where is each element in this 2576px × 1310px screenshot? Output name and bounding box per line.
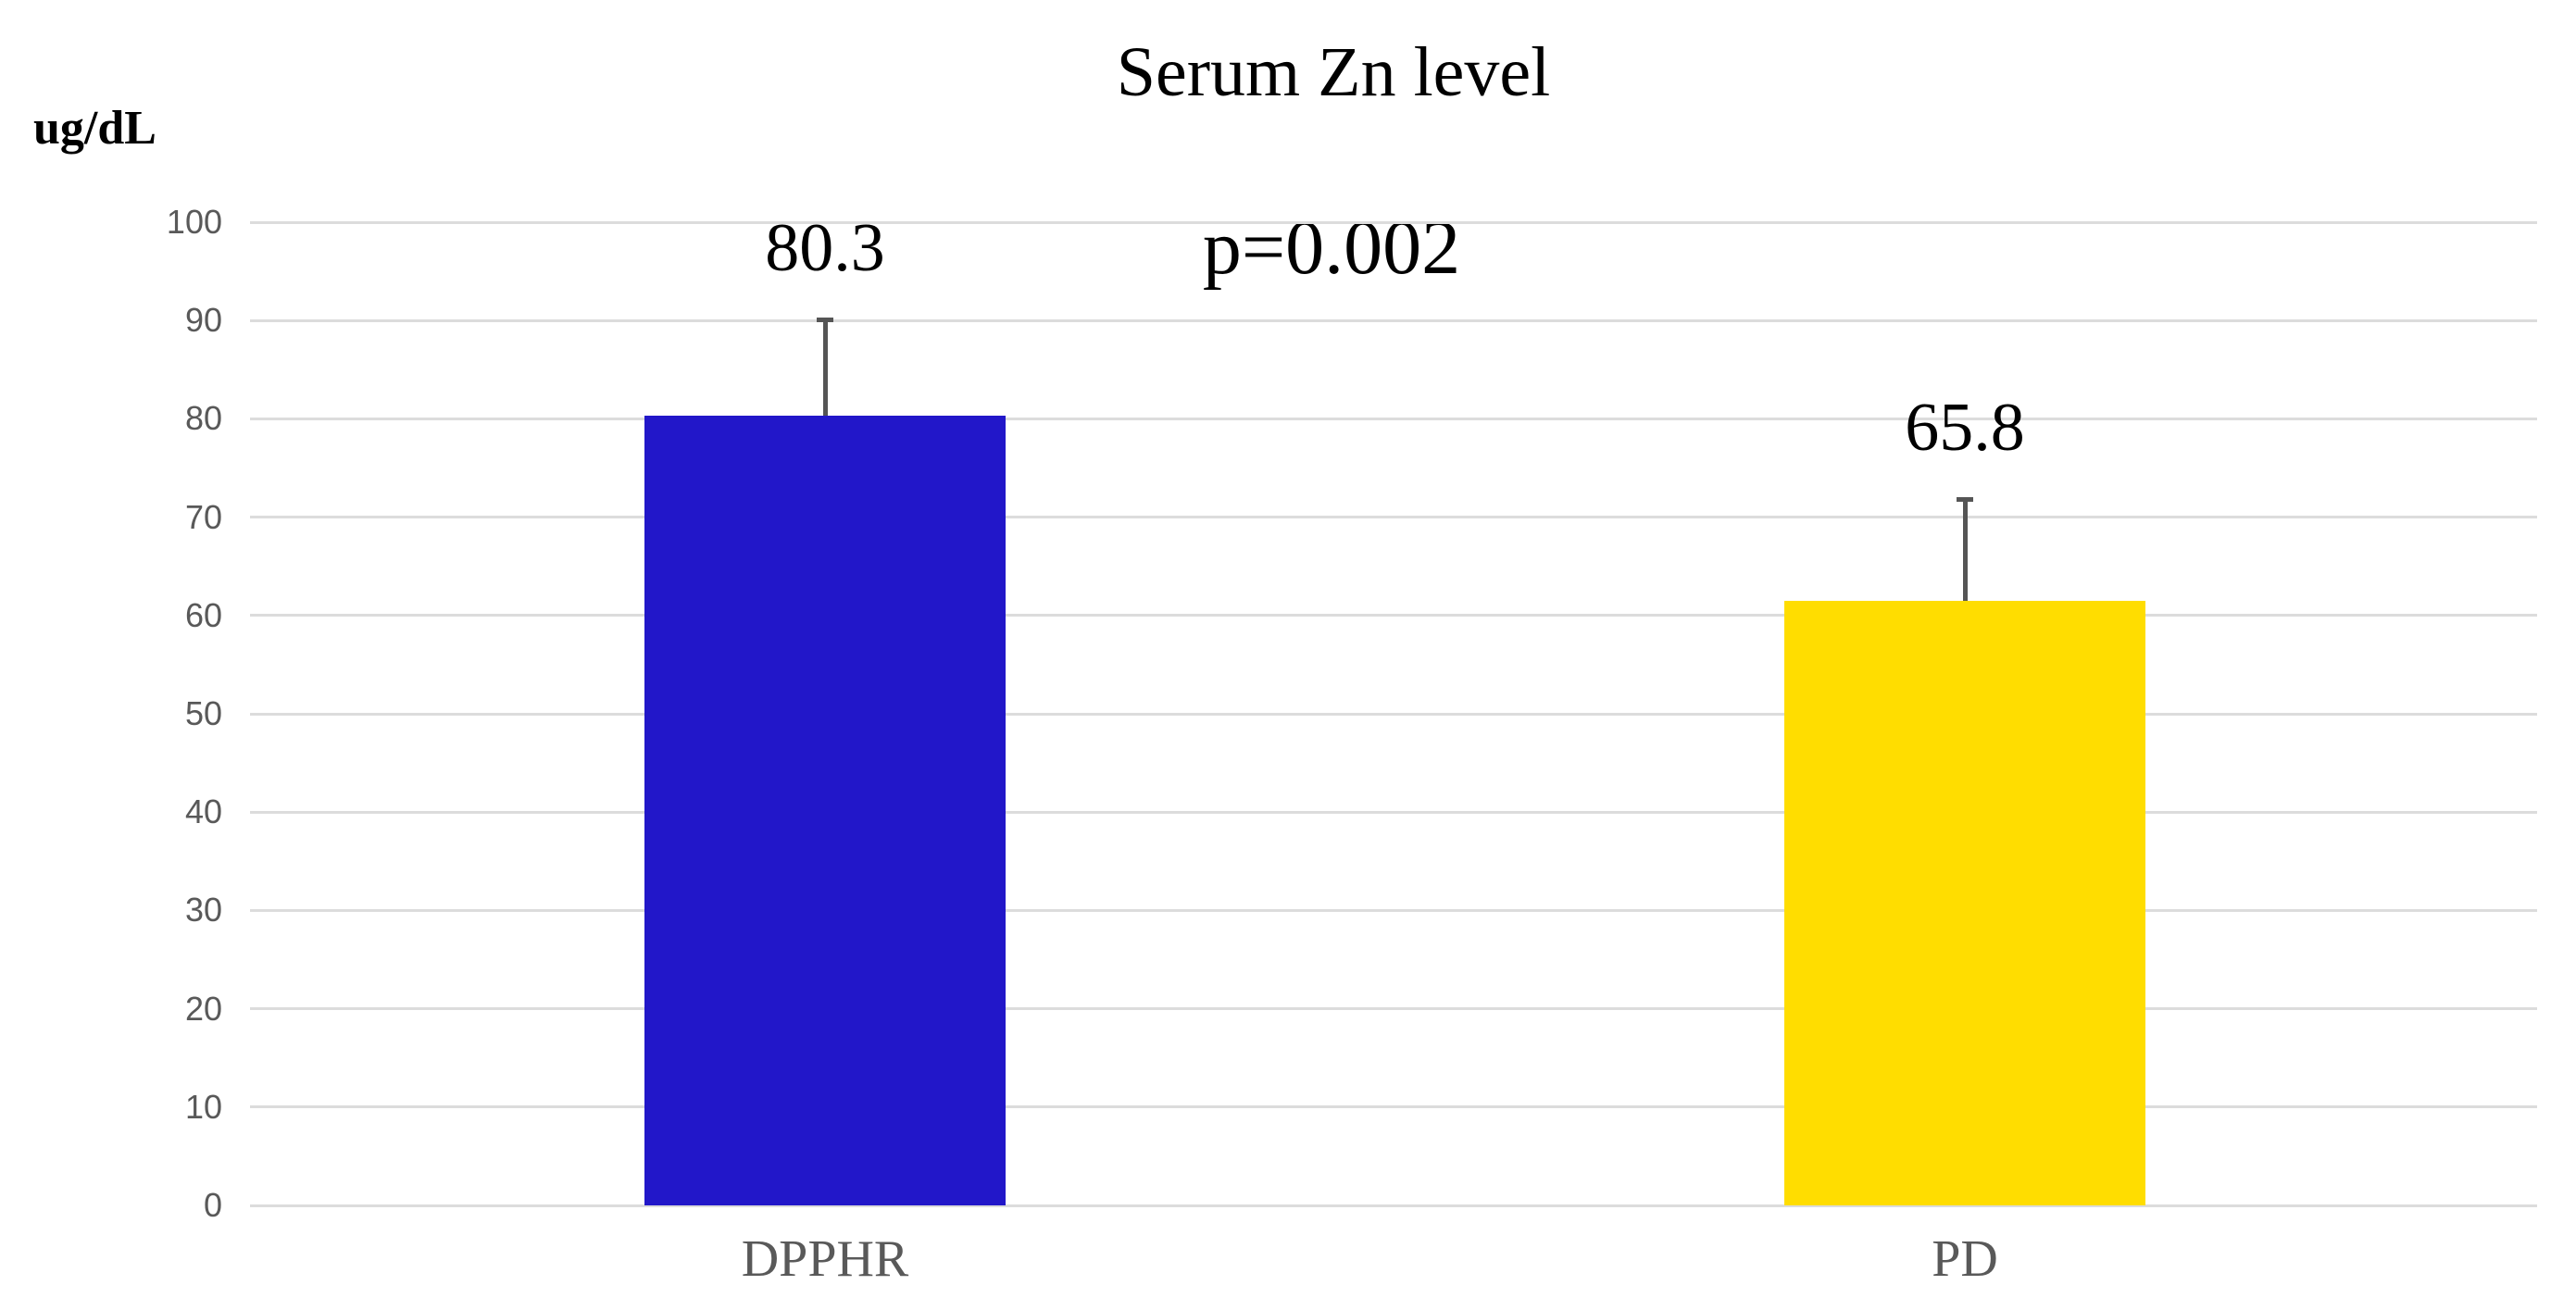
- gridline-40: [250, 810, 2537, 814]
- value-label-dpphr: 80.3: [765, 210, 885, 286]
- y-axis-unit-label: ug/dL: [33, 102, 156, 155]
- value-label-pd: 65.8: [1905, 390, 2025, 467]
- y-tick-label-90: 90: [184, 301, 222, 340]
- gridline-60: [250, 614, 2537, 618]
- y-tick-label-0: 0: [203, 1186, 222, 1224]
- category-label-pd: PD: [1932, 1230, 1998, 1288]
- y-tick-label-50: 50: [184, 694, 222, 732]
- y-tick-label-10: 10: [184, 1087, 222, 1126]
- gridline-50: [250, 712, 2537, 716]
- gridline-10: [250, 1105, 2537, 1109]
- error-bar-line-pd: [1962, 501, 1968, 601]
- y-tick-label-70: 70: [184, 497, 222, 536]
- error-bar-cap-pd: [1957, 497, 1973, 503]
- y-tick-label-30: 30: [184, 891, 222, 929]
- y-tick-label-20: 20: [184, 989, 222, 1028]
- y-tick-label-40: 40: [184, 792, 222, 831]
- gridline-0: [250, 1204, 2537, 1207]
- bar-dpphr: [644, 416, 1006, 1205]
- y-tick-label-80: 80: [184, 399, 222, 438]
- gridline-100: [250, 220, 2537, 224]
- gridline-90: [250, 318, 2537, 322]
- gridline-80: [250, 417, 2537, 420]
- bar-pd: [1784, 600, 2145, 1205]
- error-bar-line-dpphr: [822, 321, 828, 417]
- category-label-dpphr: DPPHR: [741, 1230, 909, 1288]
- error-bar-cap-dpphr: [817, 318, 833, 322]
- y-tick-label-60: 60: [184, 595, 222, 634]
- y-tick-label-100: 100: [166, 203, 222, 241]
- gridline-30: [250, 908, 2537, 912]
- gridline-20: [250, 1007, 2537, 1011]
- chart-title: Serum Zn level: [1116, 33, 1551, 111]
- gridline-70: [250, 516, 2537, 519]
